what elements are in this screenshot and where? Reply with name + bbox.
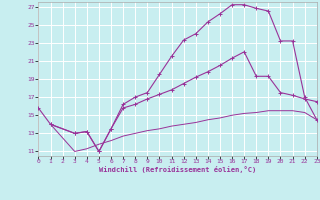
X-axis label: Windchill (Refroidissement éolien,°C): Windchill (Refroidissement éolien,°C)	[99, 166, 256, 173]
